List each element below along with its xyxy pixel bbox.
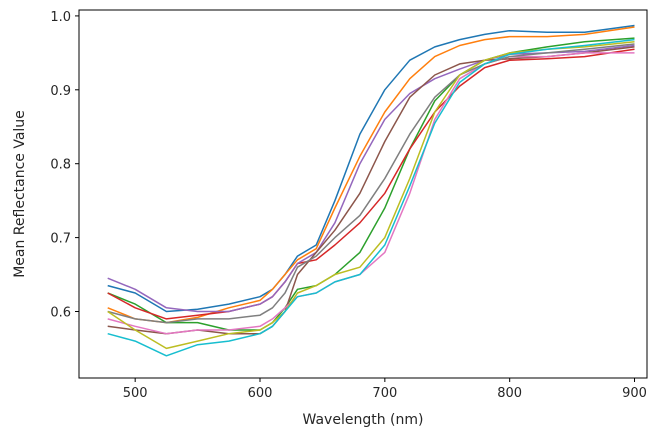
series-line-5 bbox=[107, 44, 635, 313]
y-tick-label: 0.8 bbox=[50, 158, 71, 173]
y-tick-label: 0.6 bbox=[50, 305, 71, 320]
plot-frame bbox=[78, 9, 648, 379]
series-line-3 bbox=[107, 37, 635, 331]
series-line-10 bbox=[107, 38, 635, 357]
y-axis-ticks: 0.6 0.7 0.8 0.9 1.0 bbox=[50, 10, 79, 320]
x-axis-ticks: 500 600 700 800 900 bbox=[123, 378, 647, 401]
y-tick-label: 0.7 bbox=[50, 232, 71, 247]
series-line-2 bbox=[107, 26, 635, 324]
y-tick-label: 1.0 bbox=[50, 10, 71, 25]
series-line-8 bbox=[107, 43, 635, 324]
x-tick-label: 600 bbox=[248, 386, 273, 401]
y-axis-label: Mean Reflectance Value bbox=[12, 110, 28, 278]
x-axis-label: Wavelength (nm) bbox=[303, 412, 424, 428]
series-line-1 bbox=[107, 24, 635, 313]
series-lines bbox=[107, 24, 635, 357]
series-line-6 bbox=[107, 46, 635, 335]
x-tick-label: 900 bbox=[622, 386, 647, 401]
y-tick-label: 0.9 bbox=[50, 84, 71, 99]
series-line-7 bbox=[107, 52, 635, 335]
x-tick-label: 700 bbox=[372, 386, 397, 401]
series-line-9 bbox=[107, 41, 635, 350]
series-line-4 bbox=[107, 48, 635, 320]
x-tick-label: 500 bbox=[123, 386, 148, 401]
x-tick-label: 800 bbox=[497, 386, 522, 401]
